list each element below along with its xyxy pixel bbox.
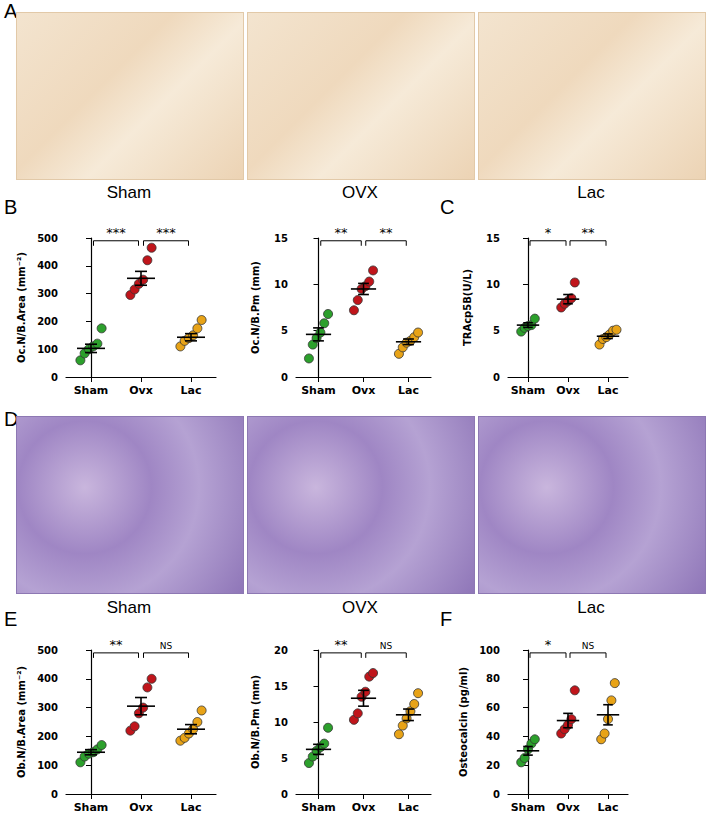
svg-text:Ovx: Ovx: [129, 801, 153, 814]
svg-text:500: 500: [37, 645, 58, 656]
html-text:Sham: Sham: [106, 183, 152, 202]
html-text:Lac: Lac: [577, 183, 605, 202]
svg-text:Lac: Lac: [598, 384, 619, 397]
svg-text:*: *: [545, 637, 552, 652]
svg-text:Ovx: Ovx: [556, 384, 580, 397]
svg-text:Oc.N/B.Pm (mm): Oc.N/B.Pm (mm): [250, 261, 261, 354]
svg-text:Sham: Sham: [74, 801, 109, 814]
svg-text:Sham: Sham: [511, 384, 546, 397]
svg-text:100: 100: [479, 645, 500, 656]
svg-text:0: 0: [51, 372, 58, 383]
html-text:OVX: OVX: [342, 183, 378, 202]
svg-text:**: **: [380, 225, 394, 240]
svg-text:*: *: [545, 225, 552, 240]
svg-text:Lac: Lac: [398, 384, 419, 397]
svg-text:Ovx: Ovx: [129, 384, 153, 397]
svg-text:0: 0: [493, 789, 500, 800]
svg-text:60: 60: [486, 702, 500, 713]
svg-text:400: 400: [37, 673, 58, 684]
svg-text:100: 100: [37, 760, 58, 771]
svg-text:Ovx: Ovx: [352, 384, 376, 397]
svg-text:Ob.N/B.Pm (mm): Ob.N/B.Pm (mm): [250, 675, 261, 769]
svg-text:**: **: [335, 637, 349, 652]
svg-text:20: 20: [486, 760, 500, 771]
svg-text:10: 10: [274, 279, 288, 290]
svg-text:80: 80: [486, 673, 500, 684]
svg-text:15: 15: [274, 233, 288, 244]
svg-text:Lac: Lac: [398, 801, 419, 814]
svg-text:40: 40: [486, 731, 500, 742]
svg-text:10: 10: [486, 279, 500, 290]
svg-text:500: 500: [37, 233, 58, 244]
svg-text:0: 0: [493, 372, 500, 383]
html-text:E: E: [4, 608, 18, 630]
svg-text:***: ***: [156, 225, 176, 240]
svg-text:Sham: Sham: [511, 801, 546, 814]
svg-text:20: 20: [274, 645, 288, 656]
svg-text:**: **: [582, 225, 596, 240]
svg-text:Lac: Lac: [181, 801, 202, 814]
html-text:A: A: [4, 0, 18, 22]
svg-text:Ovx: Ovx: [556, 801, 580, 814]
html-text:D: D: [4, 408, 19, 430]
svg-text:Oc.N/B.Area (mm⁻²): Oc.N/B.Area (mm⁻²): [16, 252, 27, 363]
svg-text:0: 0: [281, 789, 288, 800]
svg-text:200: 200: [37, 316, 58, 327]
svg-text:Sham: Sham: [301, 384, 336, 397]
html-text:B: B: [4, 196, 18, 218]
svg-text:Sham: Sham: [74, 384, 109, 397]
svg-text:Ob.N/B.Area (mm⁻²): Ob.N/B.Area (mm⁻²): [16, 666, 27, 778]
svg-text:10: 10: [274, 717, 288, 728]
svg-text:Ovx: Ovx: [352, 801, 376, 814]
svg-text:0: 0: [51, 789, 58, 800]
svg-text:15: 15: [274, 681, 288, 692]
svg-text:5: 5: [281, 753, 288, 764]
svg-text:100: 100: [37, 344, 58, 355]
svg-text:Osteocalcin (pg/ml): Osteocalcin (pg/ml): [458, 667, 469, 777]
svg-text:**: **: [110, 637, 124, 652]
svg-text:TRAcp5B(U/L): TRAcp5B(U/L): [462, 269, 473, 346]
svg-text:400: 400: [37, 260, 58, 271]
svg-text:***: ***: [106, 225, 126, 240]
html-text:OVX: OVX: [342, 598, 378, 617]
svg-text:Lac: Lac: [181, 384, 202, 397]
svg-text:15: 15: [486, 233, 500, 244]
svg-text:NS: NS: [160, 641, 173, 651]
svg-text:NS: NS: [582, 641, 595, 651]
svg-text:NS: NS: [380, 641, 393, 651]
html-text:C: C: [440, 196, 455, 218]
svg-text:Lac: Lac: [598, 801, 619, 814]
html-text:Lac: Lac: [577, 598, 605, 617]
svg-text:5: 5: [281, 325, 288, 336]
svg-text:300: 300: [37, 288, 58, 299]
svg-text:Sham: Sham: [301, 801, 336, 814]
svg-text:5: 5: [493, 325, 500, 336]
svg-text:**: **: [335, 225, 349, 240]
svg-text:200: 200: [37, 731, 58, 742]
svg-text:300: 300: [37, 702, 58, 713]
html-text:F: F: [440, 608, 453, 630]
svg-text:0: 0: [281, 372, 288, 383]
html-text:Sham: Sham: [106, 598, 152, 617]
